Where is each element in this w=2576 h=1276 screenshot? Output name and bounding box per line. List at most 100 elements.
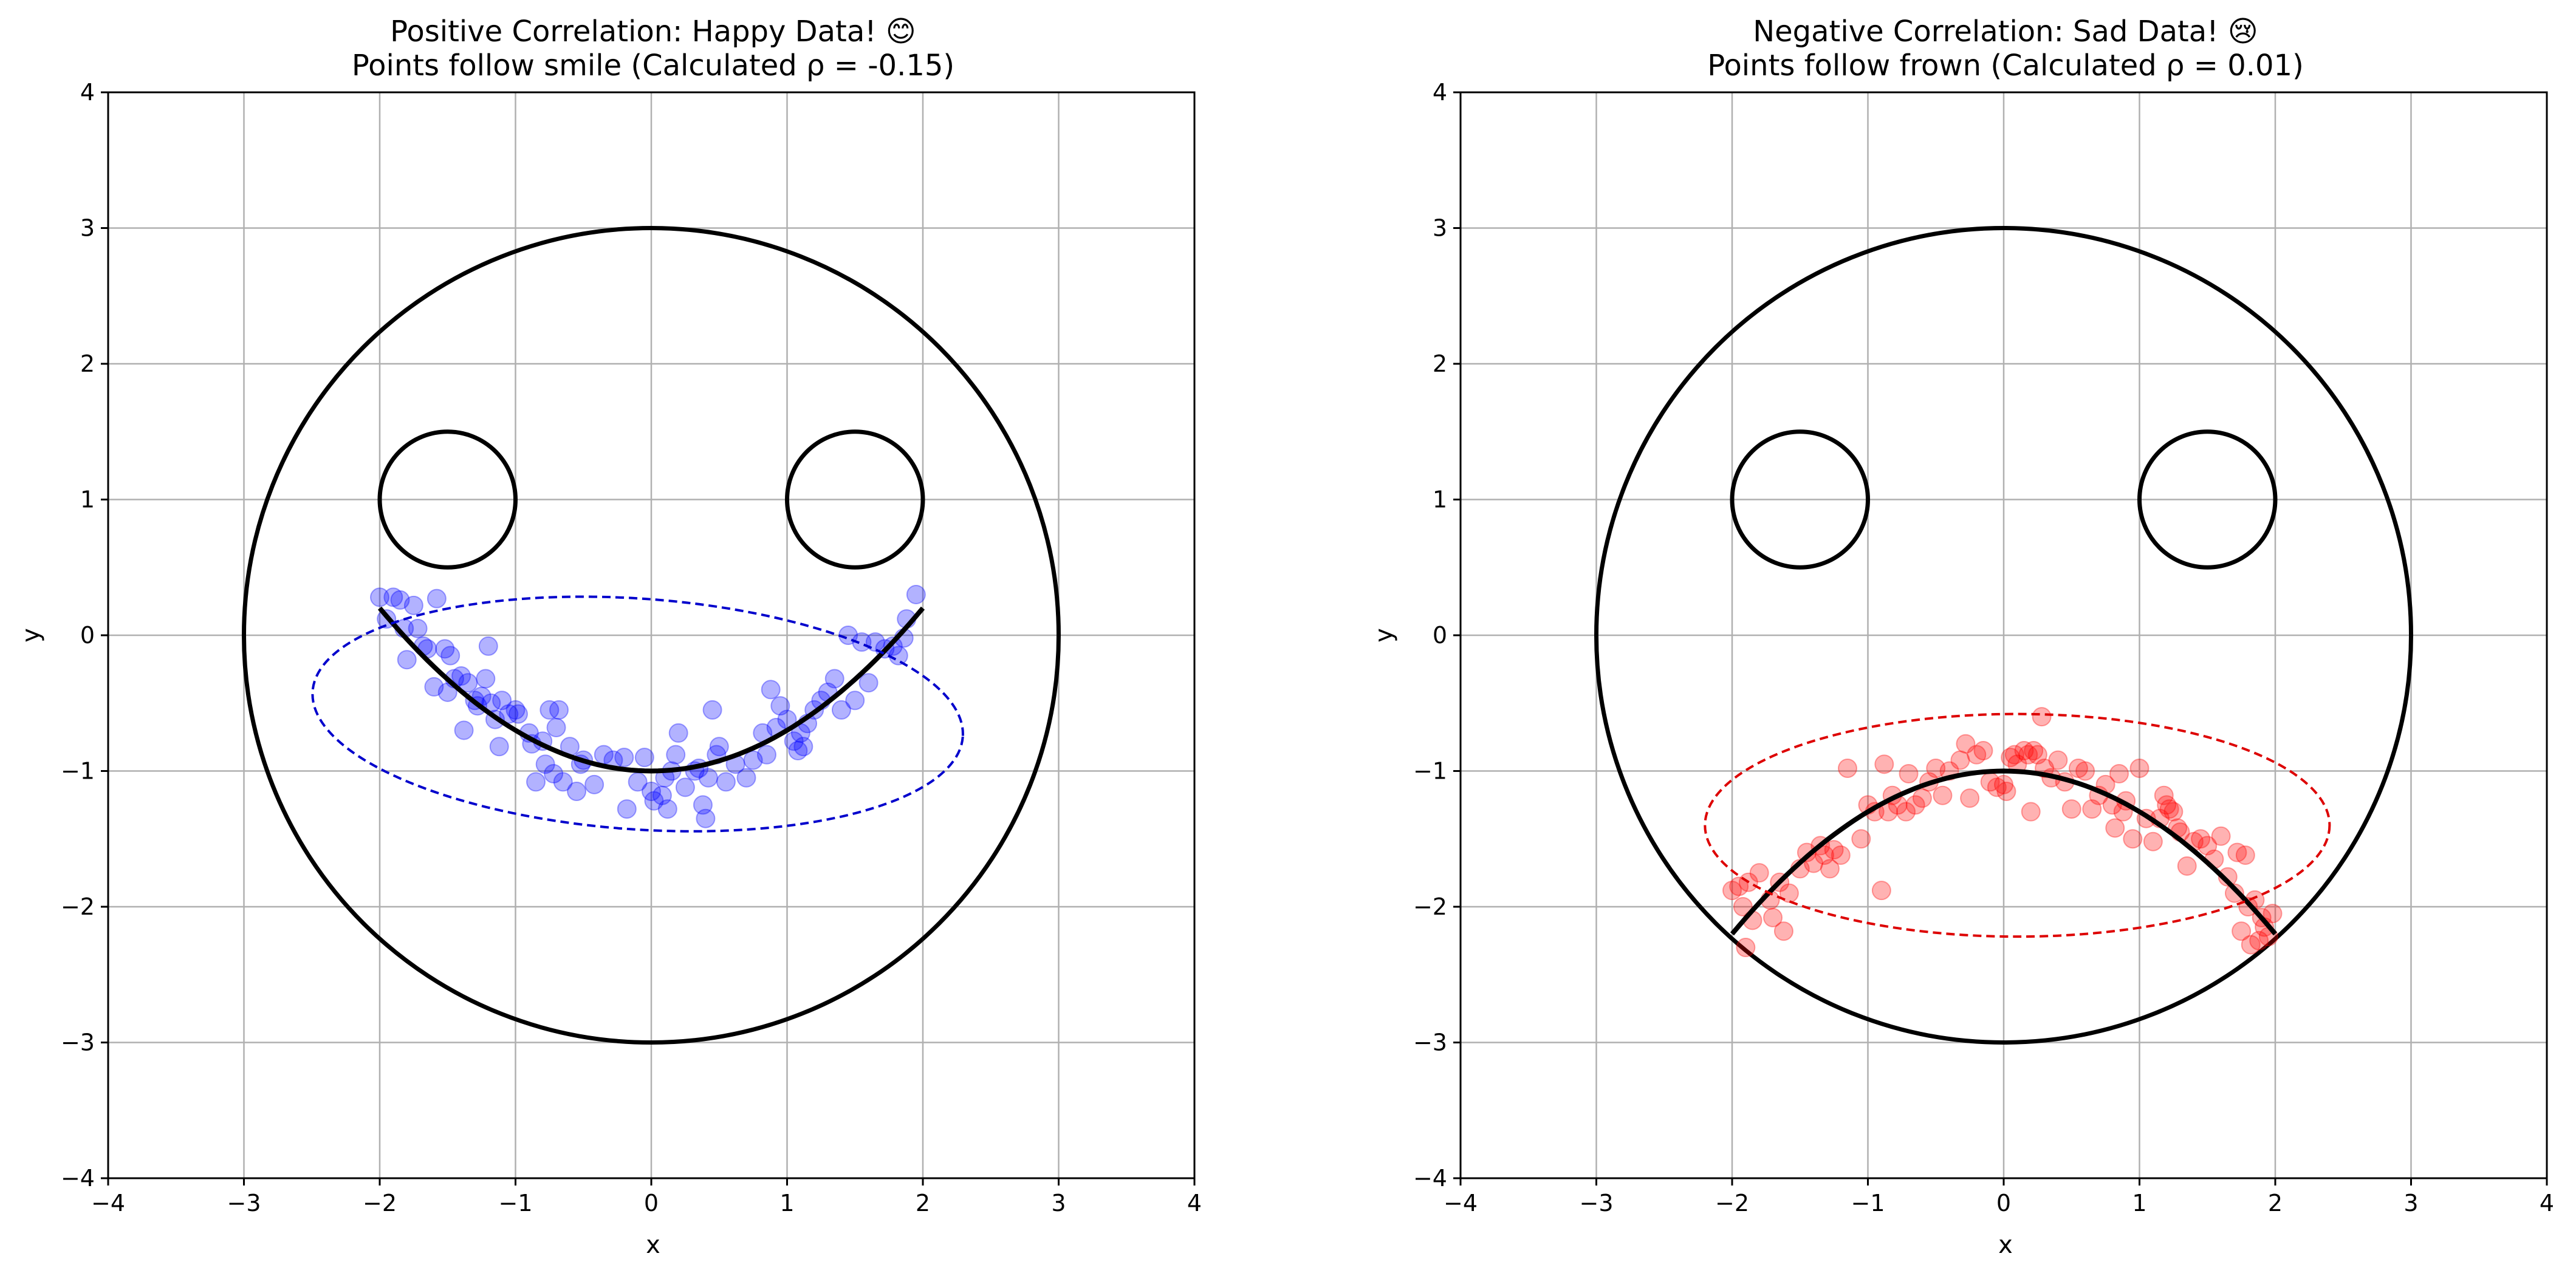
x-tick-label: 0 <box>1996 1190 2011 1216</box>
data-point <box>1779 883 1799 903</box>
data-point <box>499 704 519 724</box>
data-point <box>2129 759 2150 779</box>
data-point <box>2263 904 2283 924</box>
face-right-eye <box>2137 429 2278 570</box>
data-point <box>858 673 879 693</box>
data-point <box>1722 881 1742 901</box>
data-point <box>1896 802 1916 822</box>
y-axis-label: y <box>17 628 45 643</box>
data-point <box>1950 750 1970 770</box>
y-tick-label: 0 <box>80 622 95 649</box>
data-point <box>454 720 474 740</box>
data-point <box>1837 759 1857 779</box>
data-point <box>2163 802 2184 822</box>
chart-panel-sad: Negative Correlation: Sad Data! 😢 Points… <box>1370 15 2554 1259</box>
face-head-circle <box>1594 226 2413 1045</box>
data-point <box>883 636 903 656</box>
data-point <box>476 669 496 689</box>
data-point <box>824 669 844 689</box>
face-mouth-curve <box>377 606 925 774</box>
y-tick-label: −2 <box>61 893 95 920</box>
y-tick-label: 2 <box>80 350 95 377</box>
chart-title: Positive Correlation: Happy Data! 😊 <box>390 15 916 49</box>
data-point <box>1960 788 1980 808</box>
face-head-circle <box>242 226 1061 1045</box>
face-mouth-curve <box>1730 768 2278 936</box>
x-tick-label: 3 <box>2403 1190 2418 1216</box>
x-tick-label: 4 <box>1187 1190 1202 1216</box>
data-point <box>508 704 528 724</box>
data-point <box>458 673 478 693</box>
data-point <box>426 589 447 609</box>
scatter-points <box>1722 707 2283 958</box>
data-point <box>2021 802 2041 822</box>
chart-subtitle: Points follow frown (Calculated ρ = 0.01… <box>1707 49 2304 83</box>
data-point <box>1933 785 1953 805</box>
data-point <box>2232 921 2252 941</box>
data-point <box>2159 799 2179 819</box>
data-point <box>544 763 564 783</box>
data-point <box>1773 921 1793 941</box>
data-point <box>709 737 729 757</box>
data-point <box>1733 897 1753 916</box>
data-point <box>2197 836 2218 856</box>
data-point <box>1967 745 1987 765</box>
data-point <box>696 808 716 828</box>
data-point <box>2061 799 2081 819</box>
data-point <box>2048 750 2068 770</box>
x-tick-label: −2 <box>1715 1190 1749 1216</box>
data-point <box>2075 761 2095 781</box>
data-point <box>2218 867 2238 887</box>
data-point <box>535 754 555 774</box>
data-point <box>2105 818 2125 838</box>
data-point <box>906 584 926 604</box>
data-point <box>634 748 654 768</box>
data-point <box>2224 883 2244 903</box>
x-tick-label: −1 <box>1851 1190 1885 1216</box>
data-point <box>693 795 713 815</box>
data-point <box>2211 826 2231 846</box>
data-point <box>1797 842 1817 862</box>
data-point <box>2068 759 2088 779</box>
x-axis-label: x <box>1998 1231 2013 1259</box>
correlation-ellipse <box>311 595 964 833</box>
y-tick-label: −3 <box>61 1029 95 1056</box>
data-point <box>1996 782 2016 802</box>
data-point <box>845 691 865 711</box>
x-tick-label: 1 <box>779 1190 794 1216</box>
x-tick-label: −2 <box>363 1190 397 1216</box>
data-point <box>770 696 790 716</box>
data-point <box>435 639 455 659</box>
data-point <box>1912 788 1932 808</box>
x-axis-label: x <box>646 1231 660 1259</box>
data-point <box>1956 734 1976 754</box>
x-tick-label: 0 <box>644 1190 659 1216</box>
data-point <box>668 723 688 743</box>
x-tick-label: −1 <box>498 1190 532 1216</box>
y-tick-label: 1 <box>80 486 95 513</box>
data-point <box>437 682 457 702</box>
x-tick-label: 4 <box>2540 1190 2554 1216</box>
data-point <box>1820 859 1840 879</box>
data-point <box>2235 845 2255 865</box>
data-point <box>403 595 423 615</box>
ticks: −4 −3 −2 −1 0 1 2 3 4 −4 −3 −2 −1 0 1 2 3 4 <box>1413 79 2554 1216</box>
data-point <box>451 666 471 686</box>
data-point <box>2249 930 2269 950</box>
y-tick-label: 3 <box>80 215 95 242</box>
data-point <box>2191 829 2211 849</box>
data-point <box>2123 829 2143 849</box>
x-tick-label: −4 <box>1444 1190 1478 1216</box>
x-tick-label: 1 <box>2132 1190 2146 1216</box>
data-point <box>546 717 566 737</box>
data-point <box>761 680 781 700</box>
data-point <box>2154 785 2174 805</box>
data-point <box>1994 774 2013 794</box>
data-point <box>397 650 417 670</box>
y-tick-label: 4 <box>80 79 95 106</box>
chart-title: Negative Correlation: Sad Data! 😢 <box>1753 15 2258 49</box>
data-point <box>1804 853 1824 873</box>
data-point <box>1871 881 1891 901</box>
data-point <box>1729 876 1749 896</box>
